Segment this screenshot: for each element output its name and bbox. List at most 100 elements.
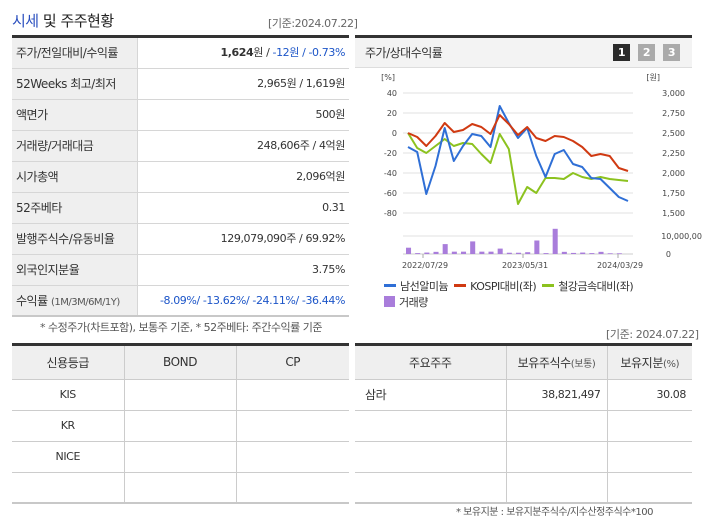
table-cell xyxy=(607,472,692,504)
price-row-value: 2,965원 / 1,619원 xyxy=(138,69,349,99)
svg-text:10,000,000: 10,000,000 xyxy=(661,232,702,241)
price-row: 주가/전일대비/수익률 1,624원 / -12원 / -0.73% xyxy=(12,38,349,69)
price-row: 발행주식수/유동비율 129,079,090주 / 69.92% xyxy=(12,224,349,255)
table-row xyxy=(12,472,349,504)
row-value-text: 2,096억원 xyxy=(296,170,345,183)
price-row-value: 1,624원 / -12원 / -0.73% xyxy=(138,38,349,68)
table-cell xyxy=(124,441,237,473)
legend-line-icon xyxy=(542,284,555,287)
svg-text:-80: -80 xyxy=(384,209,397,218)
row-label-text: 52주베타 xyxy=(16,201,62,215)
row-label-text: 발행주식수/유동비율 xyxy=(16,232,115,246)
legend-label: 남선알미늄 xyxy=(400,279,449,293)
table-cell xyxy=(506,441,608,473)
table-cell: KIS xyxy=(12,379,125,411)
table-cell xyxy=(236,472,349,504)
price-row-label: 발행주식수/유동비율 xyxy=(12,224,138,254)
svg-text:[%]: [%] xyxy=(381,73,395,82)
price-table: 주가/전일대비/수익률 1,624원 / -12원 / -0.73% 52Weeks… xyxy=(12,35,349,317)
svg-text:40: 40 xyxy=(387,89,397,98)
legend-item[interactable]: 철강금속대비(좌) xyxy=(542,278,634,294)
table-row: 삼라 38,821,497 30.08 xyxy=(355,379,692,411)
table-cell xyxy=(355,441,507,473)
chart-tab-1[interactable]: 1 xyxy=(613,44,630,61)
price-row-label: 액면가 xyxy=(12,100,138,130)
svg-text:[원]: [원] xyxy=(646,73,660,82)
price-row: 외국인지분율 3.75% xyxy=(12,255,349,286)
shares-sub: (보통) xyxy=(570,358,596,370)
price-row: 수익률 (1M/3M/6M/1Y) -8.09%/ -13.62%/ -24.11… xyxy=(12,286,349,317)
major-holders-table: 주요주주 보유주식수(보통) 보유지분(%) 삼라 38,821,497 30.08 xyxy=(355,343,692,504)
chart-tab-2[interactable]: 2 xyxy=(638,44,655,61)
price-row-value: 248,606주 / 4억원 xyxy=(138,131,349,161)
row-value-text: 3.75% xyxy=(312,263,345,276)
col-header-cp: CP xyxy=(236,346,349,380)
svg-text:1,750: 1,750 xyxy=(662,189,685,198)
legend-item[interactable]: 남선알미늄 xyxy=(384,278,449,294)
price-row-value: 500원 xyxy=(138,100,349,130)
table-cell xyxy=(355,410,507,442)
section-title: 시세 및 주주현황 xyxy=(12,10,114,31)
price-row: 52주베타 0.31 xyxy=(12,193,349,224)
row-label-sub: (1M/3M/6M/1Y) xyxy=(50,297,120,308)
row-value-text: 500원 xyxy=(315,108,345,121)
price-row-value: -8.09%/ -13.62%/ -24.11%/ -36.44% xyxy=(138,286,349,315)
price-row-label: 52Weeks 최고/최저 xyxy=(12,69,138,99)
holders-as-of: [기준: 2024.07.22] xyxy=(606,328,699,341)
row-value-text: -8.09%/ -13.62%/ -24.11%/ -36.44% xyxy=(159,294,345,307)
col-header-stake: 보유지분(%) xyxy=(607,346,692,380)
svg-text:2,250: 2,250 xyxy=(662,149,685,158)
price-row: 거래량/거래대금 248,606주 / 4억원 xyxy=(12,131,349,162)
row-label-text: 주가/전일대비/수익률 xyxy=(16,46,118,60)
svg-text:2,750: 2,750 xyxy=(662,109,685,118)
table-row: KIS xyxy=(12,379,349,411)
table-cell xyxy=(355,472,507,504)
table-cell: KR xyxy=(12,410,125,442)
table-cell xyxy=(506,472,608,504)
row-label-text: 액면가 xyxy=(16,108,48,122)
legend-label: KOSPI대비(좌) xyxy=(470,279,537,293)
price-change: -12원 / -0.73% xyxy=(272,46,346,59)
chart-title: 주가/상대수익률 xyxy=(365,46,443,60)
price-row-label: 52주베타 xyxy=(12,193,138,223)
table-cell: NICE xyxy=(12,441,125,473)
table-cell xyxy=(607,441,692,473)
legend-item[interactable]: KOSPI대비(좌) xyxy=(454,278,537,294)
svg-text:2,000: 2,000 xyxy=(662,169,685,178)
row-value-text: 129,079,090주 / 69.92% xyxy=(220,232,346,245)
legend-label: 철강금속대비(좌) xyxy=(558,279,634,293)
shares-label: 보유주식수 xyxy=(517,355,572,370)
price-row-label: 수익률 (1M/3M/6M/1Y) xyxy=(12,286,138,315)
row-value-text: 248,606주 / 4억원 xyxy=(257,139,345,152)
table-cell: 38,821,497 xyxy=(506,379,608,411)
table-cell xyxy=(607,410,692,442)
title-accent: 시세 xyxy=(12,12,39,30)
as-of-date: [기준:2024.07.22] xyxy=(268,17,358,30)
row-label-text: 수익률 xyxy=(16,294,48,308)
table-row xyxy=(355,441,692,473)
legend-item[interactable]: 거래량 xyxy=(384,294,428,310)
chart-tabs: 1 2 3 xyxy=(613,44,680,61)
price-row-value: 129,079,090주 / 69.92% xyxy=(138,224,349,254)
title-rest: 및 주주현황 xyxy=(38,12,114,30)
col-header-bond: BOND xyxy=(124,346,237,380)
chart-legend: 남선알미늄 KOSPI대비(좌) 철강금속대비(좌) 거래량 xyxy=(384,277,694,310)
stake-sub: (%) xyxy=(662,358,680,370)
price-row-label: 시가총액 xyxy=(12,162,138,192)
svg-text:-60: -60 xyxy=(384,189,397,198)
col-header-rating: 신용등급 xyxy=(12,346,125,380)
col-header-holder: 주요주주 xyxy=(355,346,507,380)
legend-line-icon xyxy=(384,284,396,287)
svg-text:1,500: 1,500 xyxy=(662,209,685,218)
table-cell xyxy=(124,410,237,442)
row-label-text: 시가총액 xyxy=(16,170,59,184)
price-row: 52Weeks 최고/최저 2,965원 / 1,619원 xyxy=(12,69,349,100)
table-cell xyxy=(124,472,237,504)
svg-text:2,500: 2,500 xyxy=(662,129,685,138)
table-row: KR xyxy=(12,410,349,442)
svg-text:0: 0 xyxy=(666,250,671,259)
row-label-text: 거래량/거래대금 xyxy=(16,139,94,153)
table-cell xyxy=(236,410,349,442)
chart-tab-3[interactable]: 3 xyxy=(663,44,680,61)
table-cell xyxy=(12,472,125,504)
